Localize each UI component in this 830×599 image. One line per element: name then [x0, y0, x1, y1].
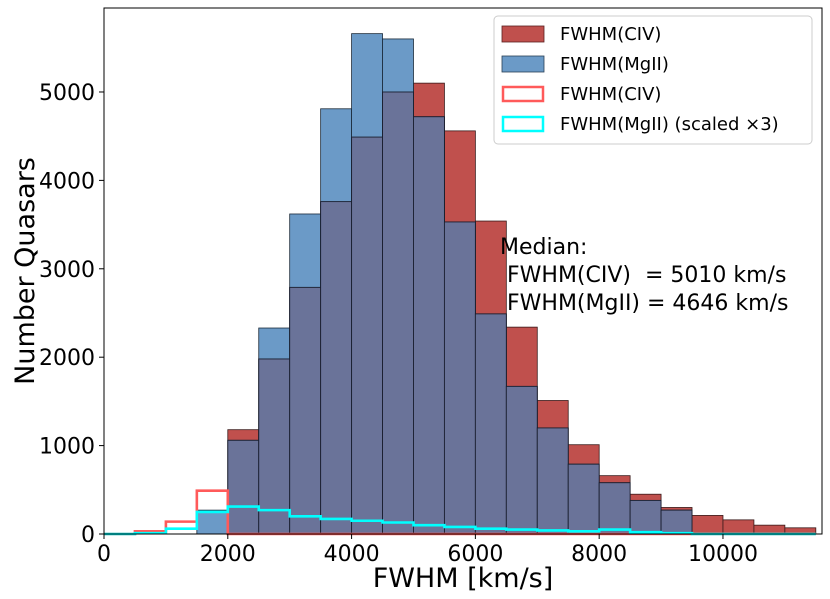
- overlap-bar: [413, 116, 445, 535]
- legend-label-civ: FWHM(CIV): [560, 24, 661, 45]
- y-tick-label: 5000: [39, 81, 95, 106]
- mgii-step-line: [104, 505, 816, 536]
- x-axis-ticks: 0 2000 4000 6000 8000 10000: [97, 534, 758, 567]
- mgii-bar: [196, 509, 229, 535]
- x-tick-label: 6000: [447, 542, 503, 567]
- legend-swatch-civ: [501, 25, 545, 43]
- y-axis-title: Number Quasars: [10, 157, 41, 385]
- overlap-bar: [382, 91, 414, 535]
- legend-swatch-mgii-step: [501, 115, 545, 133]
- y-tick-label: 3000: [39, 258, 95, 283]
- y-tick-label: 1000: [39, 435, 95, 460]
- annotation-line-3: FWHM(MgII) = 4646 km/s: [500, 291, 788, 316]
- overlap-bar: [351, 136, 383, 535]
- median-annotation: Median: FWHM(CIV) = 5010 km/s FWHM(MgII)…: [500, 235, 788, 316]
- overlap-bar: [629, 499, 662, 535]
- x-tick-label: 10000: [688, 542, 758, 567]
- overlap-bar: [227, 439, 260, 535]
- annotation-line-1: Median:: [500, 235, 587, 260]
- annotation-line-2: FWHM(CIV) = 5010 km/s: [500, 263, 786, 288]
- overlap-bar: [258, 358, 291, 535]
- x-tick-label: 8000: [571, 542, 627, 567]
- overlap-bar: [598, 482, 631, 535]
- x-tick-label: 2000: [200, 542, 256, 567]
- legend-swatch-mgii: [501, 55, 545, 73]
- legend-label-mgii-step: FWHM(MgII) (scaled ×3): [560, 114, 779, 135]
- overlap-bar: [660, 509, 693, 535]
- legend-label-civ-step: FWHM(CIV): [560, 84, 661, 105]
- x-tick-label: 4000: [324, 542, 380, 567]
- overlap-bar: [443, 221, 476, 535]
- y-tick-label: 4000: [39, 169, 95, 194]
- y-tick-label: 0: [81, 523, 95, 548]
- y-axis-ticks: 0 1000 2000 3000 4000 5000: [39, 81, 104, 548]
- y-tick-label: 2000: [39, 346, 95, 371]
- overlap-bar: [536, 427, 569, 535]
- legend-box: [493, 15, 813, 145]
- legend-swatch-civ-step: [501, 85, 545, 103]
- overlap-bar: [567, 463, 600, 535]
- overlap-bars: [227, 91, 693, 535]
- plot-frame: [103, 7, 823, 535]
- overlap-bar: [320, 201, 353, 535]
- civ-bar: [722, 519, 755, 535]
- overlap-bar: [474, 313, 507, 535]
- x-axis-title: FWHM [km/s]: [373, 563, 554, 594]
- overlap-bar: [289, 286, 322, 535]
- legend: FWHM(CIV) FWHM(MgII) FWHM(CIV) FWHM(MgII…: [493, 15, 813, 145]
- x-tick-label: 0: [97, 542, 111, 567]
- civ-bar: [753, 524, 786, 535]
- legend-label-mgii: FWHM(MgII): [560, 54, 669, 75]
- civ-bar: [691, 515, 724, 535]
- overlap-bar: [505, 385, 538, 535]
